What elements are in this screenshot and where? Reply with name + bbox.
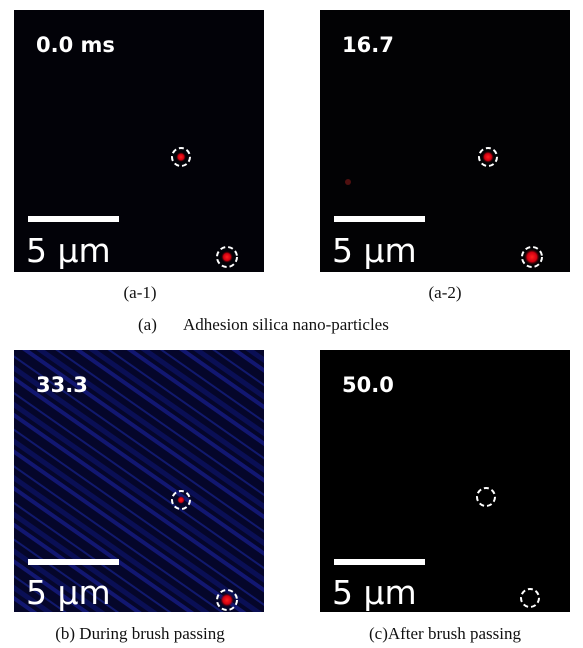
particle — [177, 496, 185, 504]
caption: (b) During brush passing — [55, 624, 225, 643]
panel: 33.3 5 μm — [14, 350, 264, 612]
group-caption-label: (a) — [138, 315, 157, 334]
scale-label: 5 μm — [26, 231, 111, 270]
scale-bar — [28, 559, 119, 565]
caption: (a-2) — [428, 283, 461, 302]
panel: 16.7 5 μm — [320, 10, 570, 272]
noise — [345, 179, 351, 185]
scale-bar — [28, 216, 119, 222]
particle — [220, 593, 234, 607]
scale-label: 5 μm — [26, 573, 111, 612]
scale-bar — [334, 559, 425, 565]
scale-label: 5 μm — [332, 573, 417, 612]
group-caption-text: Adhesion silica nano-particles — [183, 315, 389, 334]
time-label: 33.3 — [36, 373, 88, 397]
particle — [524, 249, 540, 265]
scale-label: 5 μm — [332, 231, 417, 270]
caption: (a-1) — [123, 283, 156, 302]
particle — [176, 152, 186, 162]
scale-bar — [334, 216, 425, 222]
time-label: 16.7 — [342, 33, 394, 57]
particle — [221, 251, 233, 263]
time-label: 50.0 — [342, 373, 394, 397]
panel: 50.0 5 μm — [320, 350, 570, 612]
panel: 0.0 ms 5 μm — [14, 10, 264, 272]
figure: 0.0 ms 5 μm (a-1) 16.7 5 μm (a-2) (a) Ad… — [0, 0, 583, 648]
particle — [482, 151, 494, 163]
caption: (c)After brush passing — [369, 624, 522, 643]
time-label: 0.0 ms — [36, 33, 115, 57]
